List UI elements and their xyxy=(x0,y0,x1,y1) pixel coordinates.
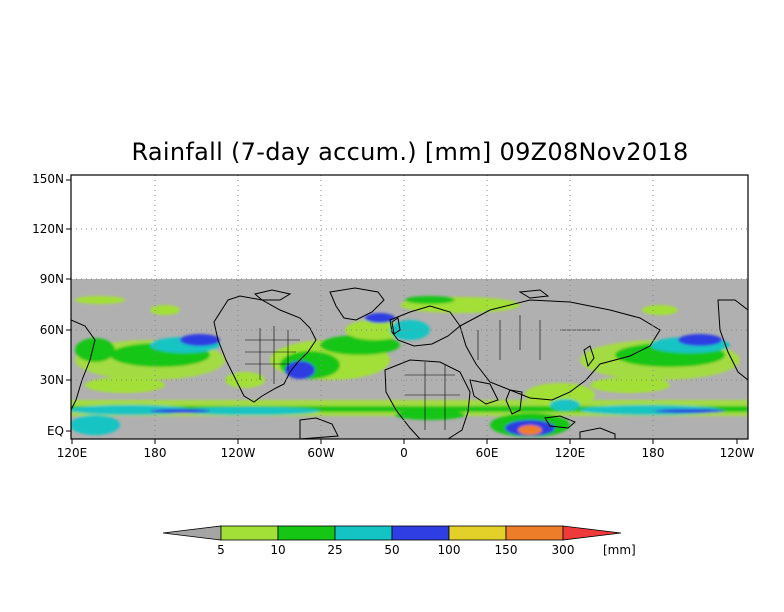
colorbar-label: 100 xyxy=(437,543,461,557)
admin-boundaries xyxy=(245,315,600,430)
tick-marks xyxy=(66,179,738,444)
colorbar-bin xyxy=(448,525,507,541)
lon-label: 60E xyxy=(475,446,499,460)
lat-label: 120N xyxy=(32,222,64,236)
colorbar-label: 25 xyxy=(327,543,343,557)
lon-label: 180 xyxy=(641,446,665,460)
lon-label: 180 xyxy=(143,446,167,460)
plot-frame xyxy=(70,174,749,440)
lat-label: 90N xyxy=(39,272,64,286)
precip-field xyxy=(71,296,748,437)
colorbar-label: 50 xyxy=(384,543,400,557)
colorbar-label: 300 xyxy=(551,543,575,557)
colorbar-label: 10 xyxy=(270,543,286,557)
lon-label: 120W xyxy=(220,446,256,460)
lat-label: 60N xyxy=(39,323,64,337)
colorbar-bin xyxy=(391,525,450,541)
lon-label: 120W xyxy=(719,446,755,460)
gridlines xyxy=(71,175,748,439)
map-title: Rainfall (7-day accum.) [mm] 09Z08Nov201… xyxy=(131,138,689,166)
colorbar-below-triangle xyxy=(162,525,222,541)
colorbar-label: 5 xyxy=(217,543,225,557)
lon-label: 60W xyxy=(307,446,335,460)
colorbar-bin xyxy=(505,525,564,541)
lat-label: EQ xyxy=(46,424,64,438)
lon-label: 120E xyxy=(56,446,88,460)
colorbar-unit: [mm] xyxy=(603,543,636,557)
colorbar-bin xyxy=(277,525,336,541)
lat-label: 30N xyxy=(39,373,64,387)
coastlines xyxy=(71,287,748,439)
colorbar xyxy=(162,525,622,541)
colorbar-bin xyxy=(220,525,279,541)
lat-label: 150N xyxy=(32,172,64,186)
lon-label: 0 xyxy=(400,446,408,460)
colorbar-label: 150 xyxy=(494,543,518,557)
lon-label: 120E xyxy=(554,446,586,460)
colorbar-above-triangle xyxy=(562,525,622,541)
colorbar-bin xyxy=(334,525,393,541)
